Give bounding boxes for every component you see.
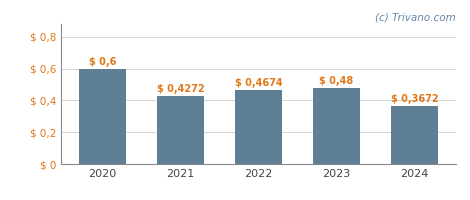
Bar [157, 96, 204, 164]
Text: $ 0,4272: $ 0,4272 [157, 84, 204, 94]
Bar [79, 69, 126, 164]
Bar [235, 90, 282, 164]
Text: $ 0,6: $ 0,6 [89, 57, 116, 67]
Text: $ 0,48: $ 0,48 [320, 76, 353, 86]
Bar [313, 88, 360, 164]
Text: $ 0,4674: $ 0,4674 [235, 78, 282, 88]
Text: $ 0,3672: $ 0,3672 [391, 94, 439, 104]
Text: (c) Trivano.com: (c) Trivano.com [375, 13, 456, 23]
Bar [391, 106, 438, 164]
